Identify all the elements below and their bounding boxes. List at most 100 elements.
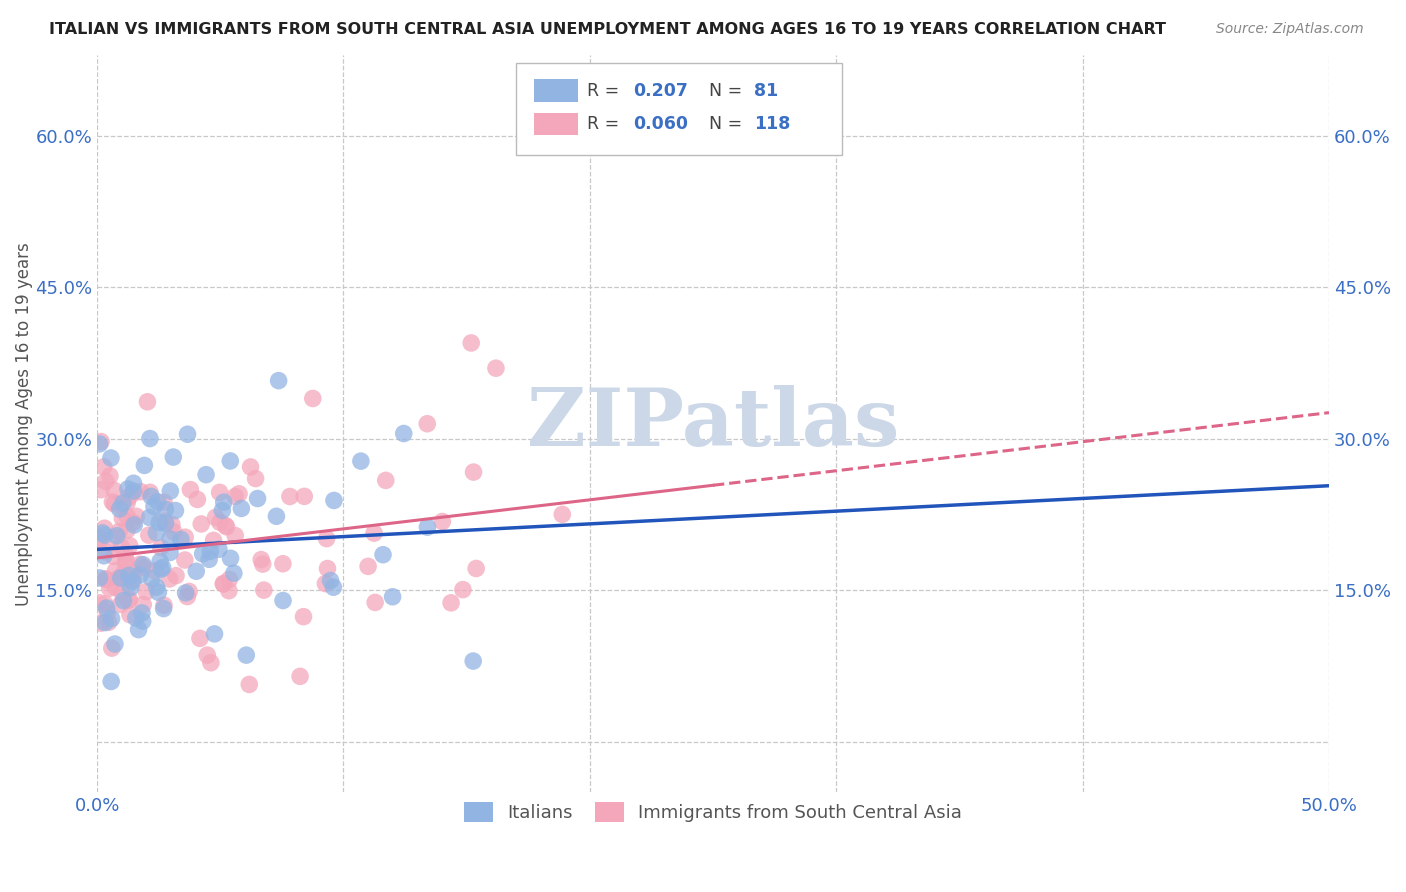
Point: [100, 450, 122, 465]
Point: [208, 542, 231, 557]
Text: ITALIAN VS IMMIGRANTS FROM SOUTH CENTRAL ASIA UNEMPLOYMENT AMONG AGES 16 TO 19 Y: ITALIAN VS IMMIGRANTS FROM SOUTH CENTRAL…: [49, 22, 1166, 37]
Point: [215, 520, 238, 534]
Point: [159, 545, 181, 559]
Point: [125, 611, 148, 625]
Point: [89, 531, 111, 545]
Point: [153, 495, 176, 509]
Text: 0.207: 0.207: [633, 81, 688, 100]
Text: 118: 118: [754, 115, 790, 134]
Point: [143, 500, 166, 514]
Point: [204, 510, 226, 524]
Point: [111, 586, 134, 600]
Point: [364, 595, 387, 609]
Text: N =: N =: [710, 81, 748, 100]
Point: [122, 484, 145, 499]
Point: [114, 547, 136, 561]
Point: [115, 555, 138, 569]
Point: [121, 487, 143, 501]
Point: [94, 545, 117, 559]
Point: [93, 549, 115, 563]
Point: [212, 577, 235, 591]
Point: [97, 615, 120, 630]
Point: [89, 571, 111, 585]
Point: [159, 572, 181, 586]
Point: [288, 669, 311, 683]
Point: [129, 568, 152, 582]
Point: [108, 502, 131, 516]
Point: [110, 571, 132, 585]
Point: [186, 492, 208, 507]
FancyBboxPatch shape: [516, 62, 842, 154]
Point: [218, 573, 240, 587]
Point: [179, 584, 201, 599]
Point: [103, 531, 125, 545]
Point: [160, 517, 183, 532]
Point: [165, 568, 187, 582]
Point: [141, 489, 163, 503]
Point: [465, 561, 488, 575]
Point: [114, 555, 136, 569]
Point: [292, 489, 315, 503]
Point: [322, 580, 344, 594]
FancyBboxPatch shape: [534, 113, 578, 136]
Point: [101, 641, 124, 656]
Point: [108, 524, 131, 539]
Point: [117, 482, 139, 496]
Point: [416, 417, 439, 431]
Point: [152, 601, 174, 615]
Point: [174, 530, 197, 544]
Point: [350, 454, 373, 468]
Point: [94, 597, 117, 611]
Point: [104, 564, 127, 578]
Point: [114, 571, 136, 585]
Point: [228, 487, 250, 501]
Point: [271, 557, 294, 571]
Point: [117, 593, 139, 607]
Point: [111, 511, 134, 525]
Point: [100, 674, 122, 689]
Point: [101, 495, 124, 509]
Point: [301, 392, 323, 406]
Point: [120, 581, 142, 595]
Point: [134, 458, 156, 473]
Point: [96, 573, 118, 587]
Point: [267, 374, 290, 388]
Point: [134, 560, 156, 574]
Text: 0.060: 0.060: [633, 115, 688, 134]
Point: [115, 523, 138, 537]
Point: [191, 547, 214, 561]
Point: [315, 532, 337, 546]
Point: [105, 529, 128, 543]
Point: [392, 426, 415, 441]
Point: [89, 535, 111, 549]
Point: [100, 612, 122, 626]
Point: [139, 485, 162, 500]
Point: [139, 432, 162, 446]
Point: [96, 606, 118, 620]
Point: [118, 539, 141, 553]
Point: [463, 654, 485, 668]
Point: [219, 551, 242, 566]
Point: [111, 496, 134, 510]
Point: [371, 548, 394, 562]
Point: [319, 574, 342, 588]
Text: Source: ZipAtlas.com: Source: ZipAtlas.com: [1216, 22, 1364, 37]
Point: [104, 580, 127, 594]
Point: [90, 616, 112, 631]
Point: [463, 465, 485, 479]
Point: [136, 394, 159, 409]
Point: [149, 541, 172, 555]
Point: [117, 572, 139, 586]
Point: [93, 528, 115, 542]
Point: [200, 656, 222, 670]
Point: [89, 437, 111, 451]
Point: [363, 526, 385, 541]
Point: [118, 607, 141, 622]
Point: [145, 580, 167, 594]
Point: [122, 516, 145, 530]
Point: [112, 565, 135, 579]
Point: [271, 593, 294, 607]
Point: [115, 509, 138, 524]
Point: [219, 454, 242, 468]
Point: [138, 528, 160, 542]
